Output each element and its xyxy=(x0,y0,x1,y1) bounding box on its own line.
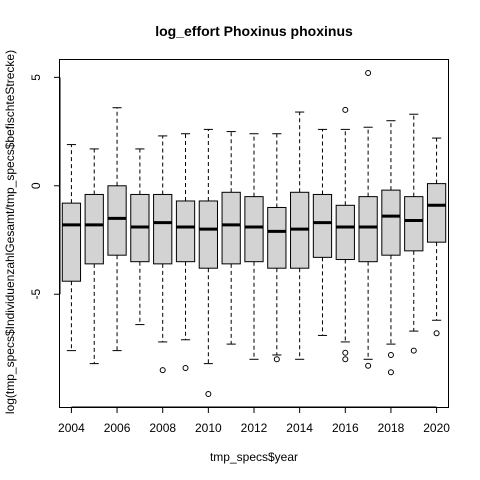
y-tick-label: 5 xyxy=(29,74,43,81)
outlier-point xyxy=(182,364,189,371)
box-body xyxy=(404,196,424,252)
x-axis: 2004 2006 2008 2010 2012 2014 2016 2018 2020 xyxy=(58,406,450,435)
outlier-point xyxy=(273,356,280,363)
outlier-point xyxy=(410,347,417,354)
box-2009 xyxy=(175,133,196,371)
box-body xyxy=(107,185,127,256)
box-2019 xyxy=(404,113,424,354)
outlier-point xyxy=(205,390,212,397)
y-tick-label: -5 xyxy=(29,289,43,300)
box-2008 xyxy=(153,135,173,374)
x-tick-label: 2010 xyxy=(195,421,222,435)
box-body xyxy=(84,193,104,265)
box-2020 xyxy=(426,137,447,337)
x-tick-label: 2004 xyxy=(58,421,85,435)
box-2016 xyxy=(335,106,355,363)
box-body xyxy=(61,202,82,282)
box-body xyxy=(267,206,287,269)
box-body xyxy=(358,196,378,263)
box-2013 xyxy=(267,133,287,363)
box-body xyxy=(221,191,241,265)
box-body xyxy=(244,196,264,263)
outlier-point xyxy=(387,351,394,358)
box-2010 xyxy=(198,128,218,397)
outlier-point xyxy=(365,362,372,369)
outlier-point xyxy=(342,349,349,356)
box-2007 xyxy=(130,148,150,326)
outlier-point xyxy=(159,367,166,374)
box-body xyxy=(381,189,401,256)
outlier-point xyxy=(342,356,349,363)
box-body xyxy=(175,200,196,263)
box-body xyxy=(426,183,447,243)
box-2018 xyxy=(381,120,401,376)
boxes-layer xyxy=(61,70,447,397)
x-tick-label: 2014 xyxy=(286,421,313,435)
x-tick-label: 2020 xyxy=(423,421,450,435)
box-2005 xyxy=(84,148,104,365)
outlier-point xyxy=(433,330,440,337)
x-tick-label: 2006 xyxy=(104,421,131,435)
box-body xyxy=(312,193,333,258)
y-axis-label: log(tmp_specs$IndividuenzahlGesamt/tmp_s… xyxy=(3,50,17,414)
box-2006 xyxy=(107,107,127,352)
box-body xyxy=(153,193,173,265)
box-body xyxy=(198,200,218,269)
x-axis-label: tmp_specs$year xyxy=(210,450,298,464)
outlier-point xyxy=(365,70,372,77)
chart-title: log_effort Phoxinus phoxinus xyxy=(155,23,353,39)
x-tick-label: 2012 xyxy=(241,421,268,435)
box-2017 xyxy=(358,70,378,369)
x-tick-label: 2016 xyxy=(332,421,359,435)
x-tick-label: 2008 xyxy=(149,421,176,435)
y-axis: -5 0 5 xyxy=(29,74,61,300)
outlier-point xyxy=(387,369,394,376)
box-2004 xyxy=(61,144,82,352)
box-2011 xyxy=(221,131,241,345)
box-2012 xyxy=(244,133,264,360)
box-2014 xyxy=(290,111,310,360)
outlier-point xyxy=(342,106,349,113)
box-2015 xyxy=(312,128,333,336)
box-body xyxy=(335,204,355,261)
x-tick-label: 2018 xyxy=(378,421,405,435)
y-tick-label: 0 xyxy=(29,182,43,189)
